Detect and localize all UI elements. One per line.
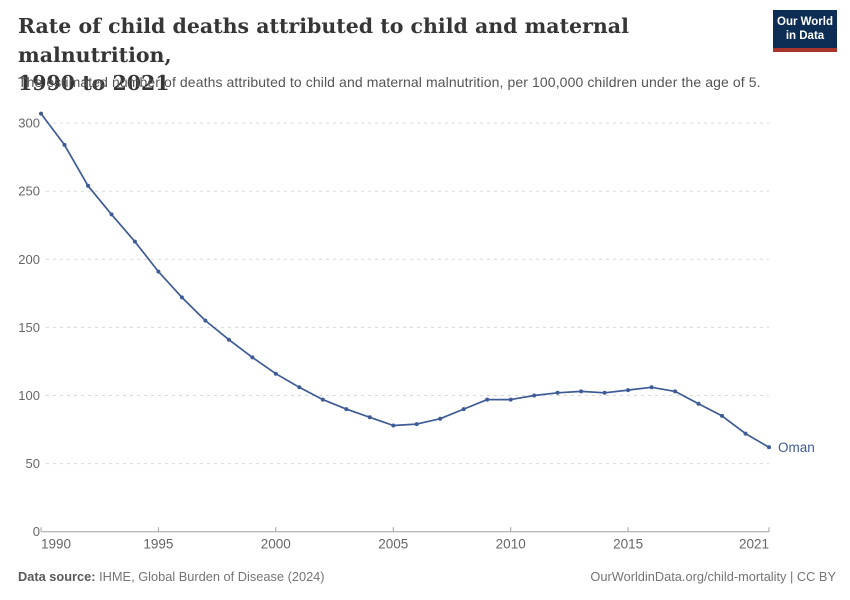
x-tick-label-2021: 2021 xyxy=(739,537,769,552)
y-tick-label-100: 100 xyxy=(18,388,40,403)
data-point-2014 xyxy=(602,390,607,395)
page-title-line1: Rate of child deaths attributed to child… xyxy=(18,14,629,67)
series-label-oman: Oman xyxy=(778,440,815,455)
data-point-2009 xyxy=(485,397,490,402)
data-point-2019 xyxy=(720,413,724,418)
owid-logo-line2: in Data xyxy=(785,29,825,42)
y-tick-label-150: 150 xyxy=(18,320,40,335)
data-point-2002 xyxy=(320,397,325,402)
data-point-1990 xyxy=(39,111,43,116)
y-tick-label-200: 200 xyxy=(18,252,40,267)
data-point-1996 xyxy=(179,295,184,300)
data-point-2016 xyxy=(649,385,654,390)
data-point-2000 xyxy=(273,371,278,376)
data-point-2012 xyxy=(555,390,560,395)
license-note: OurWorldinData.org/child-mortality | CC … xyxy=(590,569,836,584)
data-source: Data source: IHME, Global Burden of Dise… xyxy=(18,569,325,584)
page-title: Rate of child deaths attributed to child… xyxy=(18,12,763,98)
data-point-1994 xyxy=(132,239,137,244)
data-point-1993 xyxy=(109,212,114,217)
data-point-2007 xyxy=(438,416,443,421)
data-point-1991 xyxy=(62,142,67,147)
y-tick-label-300: 300 xyxy=(18,116,40,131)
data-point-2018 xyxy=(696,401,701,406)
y-tick-label-50: 50 xyxy=(26,456,40,471)
x-tick-label-2000: 2000 xyxy=(261,537,291,552)
data-point-2015 xyxy=(626,388,631,393)
data-point-2013 xyxy=(579,389,584,394)
data-point-1998 xyxy=(226,337,231,342)
data-point-2006 xyxy=(414,422,419,427)
owid-logo: Our World in Data xyxy=(773,10,837,52)
data-point-2008 xyxy=(461,407,466,412)
data-point-2004 xyxy=(367,415,372,420)
y-tick-label-250: 250 xyxy=(18,184,40,199)
data-point-1992 xyxy=(86,183,90,188)
x-tick-label-1990: 1990 xyxy=(41,537,71,552)
data-point-2020 xyxy=(743,431,748,436)
chart-subtitle: The estimated number of deaths attribute… xyxy=(18,74,761,90)
x-tick-label-1995: 1995 xyxy=(143,537,173,552)
data-point-1999 xyxy=(250,355,255,360)
x-tick-label-2005: 2005 xyxy=(378,537,408,552)
data-source-label: Data source: xyxy=(18,569,96,584)
owid-logo-line1: Our World xyxy=(777,16,834,28)
data-point-2011 xyxy=(532,393,537,398)
y-tick-label-0: 0 xyxy=(33,524,40,539)
data-point-2001 xyxy=(297,385,302,390)
data-point-2021 xyxy=(767,445,771,450)
data-point-1995 xyxy=(156,269,161,274)
data-point-1997 xyxy=(203,318,208,323)
data-point-2017 xyxy=(673,389,678,394)
page-title-line2: 1990 to 2021 xyxy=(18,71,170,95)
x-tick-label-2015: 2015 xyxy=(613,537,643,552)
data-point-2005 xyxy=(391,423,396,428)
data-line-oman xyxy=(40,112,770,449)
data-source-value: IHME, Global Burden of Disease (2024) xyxy=(95,569,325,584)
data-point-2003 xyxy=(344,407,349,412)
data-point-2010 xyxy=(508,397,513,402)
x-tick-label-2010: 2010 xyxy=(496,537,526,552)
